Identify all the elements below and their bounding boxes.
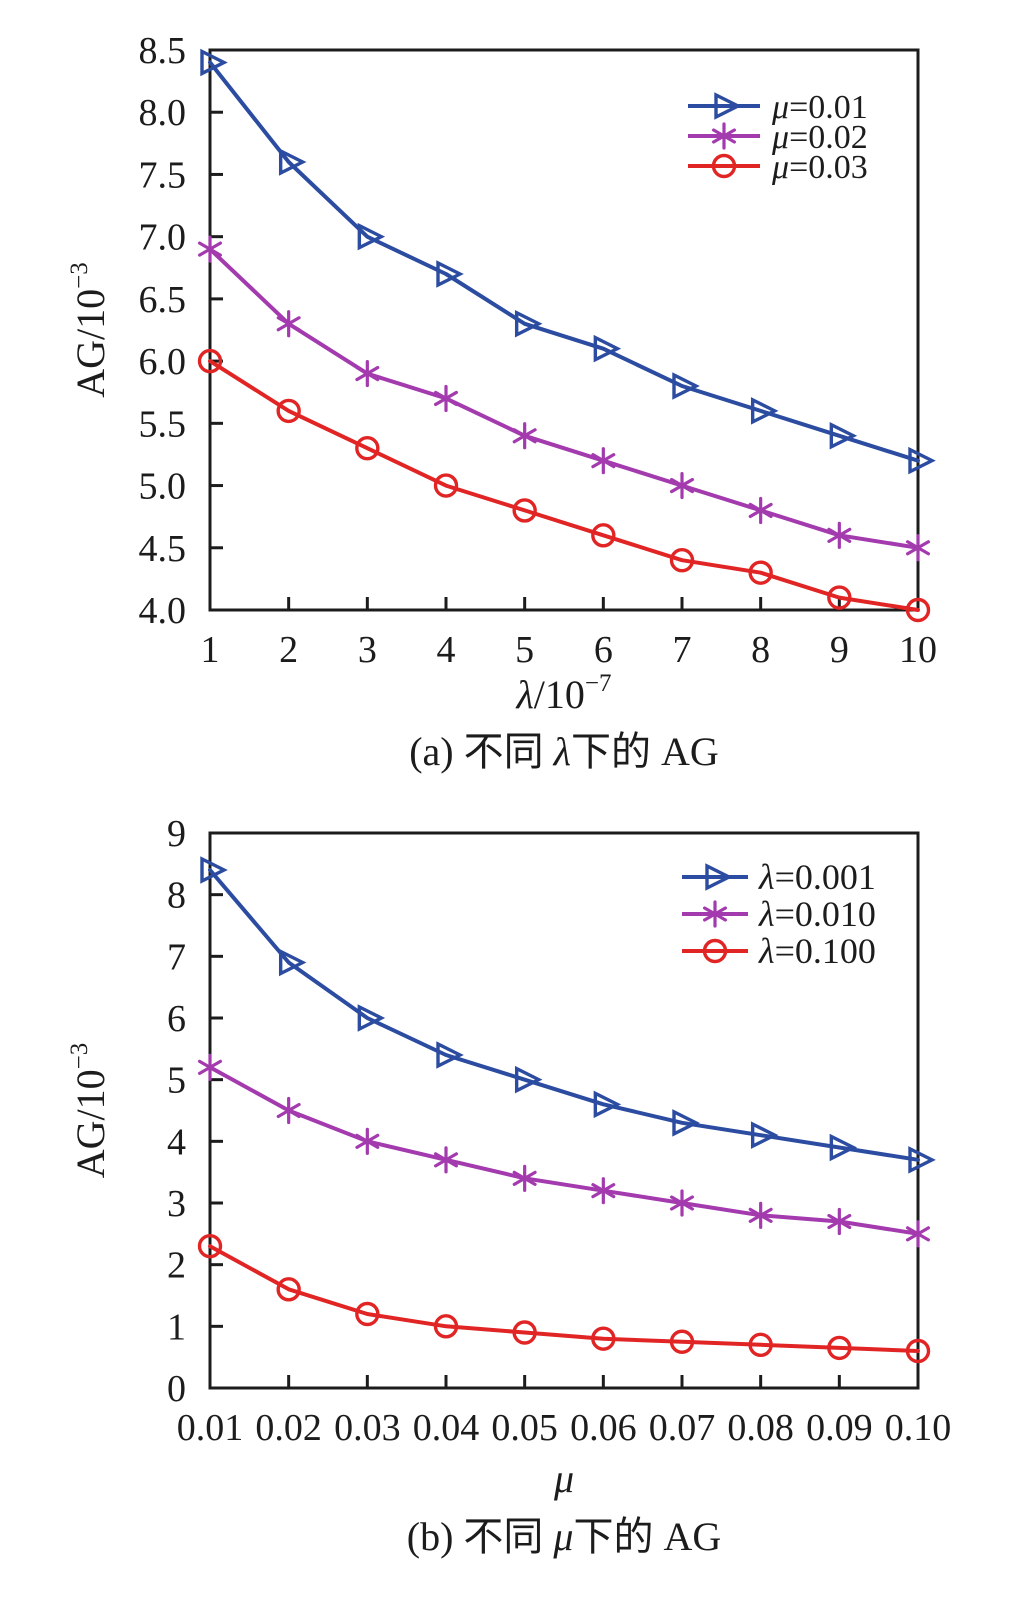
svg-text:0.03: 0.03 bbox=[334, 1407, 401, 1449]
svg-text:0.04: 0.04 bbox=[413, 1407, 480, 1449]
svg-text:AG/10−3: AG/10−3 bbox=[66, 1043, 113, 1179]
svg-text:1: 1 bbox=[201, 629, 220, 671]
svg-text:6: 6 bbox=[167, 998, 186, 1040]
svg-text:9: 9 bbox=[167, 813, 186, 855]
svg-text:4: 4 bbox=[167, 1121, 186, 1163]
svg-text:μ: μ bbox=[553, 1456, 574, 1501]
svg-text:μ=0.03: μ=0.03 bbox=[771, 149, 868, 186]
svg-text:λ=0.010: λ=0.010 bbox=[758, 894, 876, 934]
svg-text:6.0: 6.0 bbox=[139, 341, 187, 383]
svg-text:0.02: 0.02 bbox=[255, 1407, 322, 1449]
svg-text:6: 6 bbox=[594, 629, 613, 671]
chart-b-line-chart: 0.01 0.02 0.03 0.04 0.05 0.06 0.07 0.08 0.09 0.10… bbox=[66, 813, 952, 1559]
svg-text:5.0: 5.0 bbox=[139, 466, 187, 508]
svg-text:8: 8 bbox=[167, 875, 186, 917]
svg-text:4: 4 bbox=[437, 629, 456, 671]
svg-text:μ=0.02: μ=0.02 bbox=[771, 119, 868, 156]
svg-text:5: 5 bbox=[515, 629, 534, 671]
chart-a-line-chart: 1 2 3 4 5 6 7 8 9 10 4.0 4.5 5.0 5.5 6.0 6.5 7.0 7.5 8.0 8.… bbox=[66, 30, 937, 774]
svg-text:7: 7 bbox=[673, 629, 692, 671]
svg-text:3: 3 bbox=[358, 629, 377, 671]
svg-text:5.5: 5.5 bbox=[139, 403, 187, 445]
svg-text:7.5: 7.5 bbox=[139, 154, 187, 196]
svg-text:λ=0.100: λ=0.100 bbox=[758, 931, 876, 971]
svg-text:10: 10 bbox=[899, 629, 937, 671]
svg-text:(b) 不同 μ下的 AG: (b) 不同 μ下的 AG bbox=[407, 1514, 722, 1559]
svg-text:λ=0.001: λ=0.001 bbox=[758, 857, 876, 897]
svg-text:8.5: 8.5 bbox=[139, 30, 187, 72]
svg-text:0.08: 0.08 bbox=[727, 1407, 794, 1449]
svg-text:(a) 不同 λ下的 AG: (a) 不同 λ下的 AG bbox=[409, 729, 719, 774]
svg-text:0: 0 bbox=[167, 1368, 186, 1410]
svg-text:6.5: 6.5 bbox=[139, 279, 187, 321]
svg-text:0.05: 0.05 bbox=[491, 1407, 558, 1449]
svg-text:0.09: 0.09 bbox=[806, 1407, 873, 1449]
svg-text:0.10: 0.10 bbox=[885, 1407, 952, 1449]
svg-text:λ/10−7: λ/10−7 bbox=[515, 670, 611, 717]
svg-text:9: 9 bbox=[830, 629, 849, 671]
svg-text:3: 3 bbox=[167, 1183, 186, 1225]
svg-text:0.07: 0.07 bbox=[649, 1407, 716, 1449]
svg-text:1: 1 bbox=[167, 1306, 186, 1348]
svg-text:2: 2 bbox=[279, 629, 298, 671]
svg-text:μ=0.01: μ=0.01 bbox=[771, 89, 868, 126]
svg-text:7: 7 bbox=[167, 936, 186, 978]
svg-text:7.0: 7.0 bbox=[139, 217, 187, 259]
svg-text:8.0: 8.0 bbox=[139, 92, 187, 134]
svg-text:4.5: 4.5 bbox=[139, 528, 187, 570]
svg-text:0.01: 0.01 bbox=[177, 1407, 244, 1449]
svg-text:AG/10−3: AG/10−3 bbox=[66, 262, 113, 398]
svg-text:5: 5 bbox=[167, 1060, 186, 1102]
svg-text:4.0: 4.0 bbox=[139, 590, 187, 632]
svg-text:8: 8 bbox=[751, 629, 770, 671]
svg-text:2: 2 bbox=[167, 1245, 186, 1287]
svg-text:0.06: 0.06 bbox=[570, 1407, 637, 1449]
